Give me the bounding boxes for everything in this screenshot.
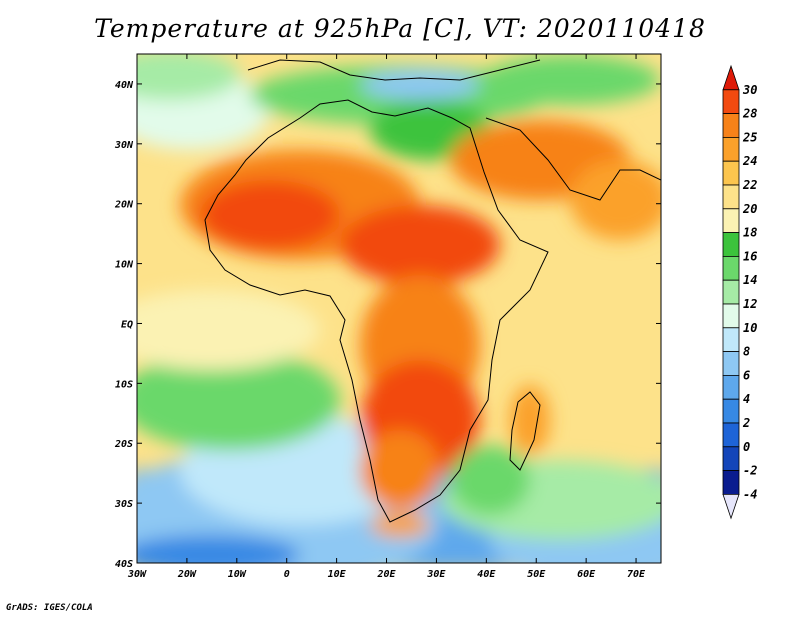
x-tick-label: 0 [284,569,290,580]
colorbar-segment [722,89,740,115]
colorbar-label: 14 [743,273,757,287]
colorbar-segment [722,470,740,495]
colorbar-segment [722,160,740,186]
colorbar-bottom-arrow [722,493,740,520]
colorbar-label: 4 [743,392,750,406]
colorbar-label: -4 [743,487,757,501]
colorbar-label: 12 [743,297,757,311]
colorbar-label: 28 [742,107,757,121]
colorbar-label: 16 [743,249,757,263]
colorbar-segment [722,255,740,281]
colorbar-segment [722,208,740,234]
colorbar-segment [722,303,740,329]
map-title: Temperature at 925hPa [C], VT: 202011041… [94,14,706,43]
colorbar-label: -2 [743,464,757,478]
x-tick-label: 40E [477,569,496,580]
axis-ticks: 30W 20W 10W 0 10E 20E 30E 40E 50E 60E 70E 40N 30N 20N… [114,54,661,580]
colorbar-label: 30 [742,83,757,97]
colorbar-label: 22 [742,178,757,192]
colorbar-segment [722,184,740,210]
colorbar-label: 8 [743,345,750,359]
y-tick-label: 40N [115,80,134,91]
y-tick-label: 10S [115,379,133,390]
colorbar-segment [722,279,740,305]
colorbar-segment [722,327,740,352]
colorbar-label: 24 [742,154,757,168]
y-tick-label: 30S [114,499,133,510]
colorbar-label: 18 [743,226,757,240]
colorbar-segment [722,113,740,138]
colorbar-segment [722,136,740,162]
colorbar-segment [722,422,740,448]
y-tick-label: EQ [121,319,133,330]
y-tick-label: 20S [114,439,133,450]
colorbar-label: 6 [743,368,750,382]
temperature-field [137,54,661,563]
colorbar-segment [722,398,740,424]
x-tick-label: 30E [426,569,446,580]
x-tick-label: 20W [177,569,197,580]
map-frame [136,53,662,564]
credit-text: GrADS: IGES/COLA [6,603,93,613]
colorbar-label: 0 [743,440,750,454]
x-tick-label: 10E [328,569,347,580]
colorbar-label: 25 [742,130,757,144]
x-tick-label: 10W [228,569,247,580]
x-tick-label: 70E [627,569,646,580]
x-tick-label: 30W [127,569,147,580]
colorbar-segment [722,351,740,376]
colorbar-label: 20 [742,202,757,216]
x-tick-label: 50E [527,569,546,580]
coastlines [204,59,661,523]
y-tick-label: 20N [114,200,134,211]
colorbar-segment [722,446,740,471]
y-tick-label: 40S [115,559,133,570]
colorbar-segment [722,374,740,400]
x-tick-label: 60E [577,569,596,580]
colorbar-label: 10 [743,321,757,335]
colorbar-label: 2 [742,416,750,430]
y-tick-label: 10N [115,260,134,271]
x-tick-label: 20E [376,569,396,580]
colorbar-top-arrow [722,64,740,91]
colorbar-segment [722,232,740,257]
y-tick-label: 30N [114,140,134,151]
